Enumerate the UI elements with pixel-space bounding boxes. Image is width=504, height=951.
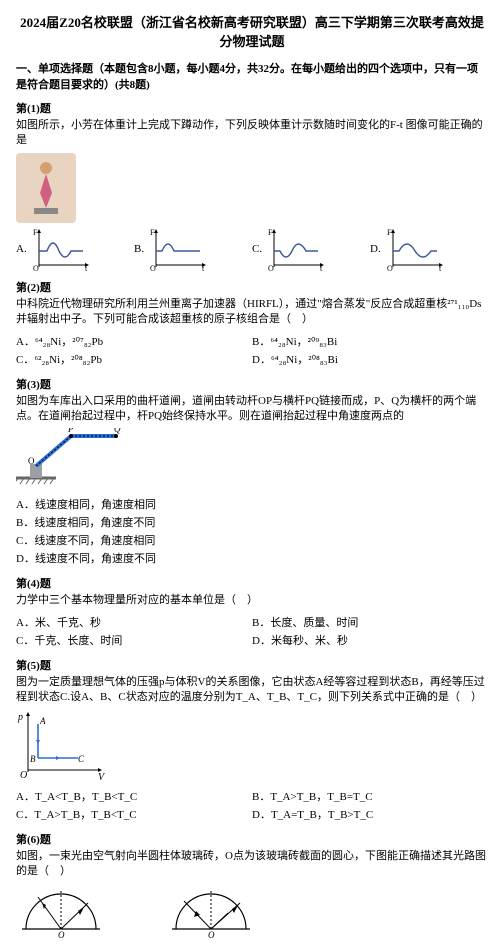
q5-text: 图为一定质量理想气体的压强p与体积V的关系图像，它由状态A经等容过程到状态B，再…	[16, 675, 488, 706]
svg-text:Q: Q	[114, 428, 121, 434]
svg-text:O: O	[20, 770, 27, 780]
q3-options: A．线速度相同，角速度相同 B．线速度相同，角速度不同 C．线速度不同，角速度相…	[16, 495, 488, 567]
q1-opt-a: A. FtO	[16, 227, 134, 271]
q4-num: 第(4)题	[16, 575, 488, 591]
opt-label: C.	[252, 243, 262, 255]
q1-figure	[16, 153, 76, 223]
svg-text:O: O	[387, 264, 393, 271]
q2-opt-d: D．⁶⁴₂₈Ni，²⁰⁸₈₃Bi	[252, 350, 488, 368]
q1-options: A. FtO B. FtO C. FtO D. FtO	[16, 227, 488, 271]
q5-opt-b: B．T_A>T_B，T_B=T_C	[252, 787, 488, 805]
svg-text:F: F	[387, 228, 392, 237]
semicircle-ray-icon: O	[16, 883, 106, 939]
pv-graph-icon: p V O A B C	[16, 710, 106, 780]
q4-text: 力学中三个基本物理量所对应的基本单位是（ ）	[16, 593, 488, 608]
q4-options: A．米、千克、秒 B．长度、质量、时间 C．千克、长度、时间 D．米每秒、米、秒	[16, 613, 488, 649]
q2-opt-a: A．⁶⁴₂₈Ni，²⁰⁷₈₂Pb	[16, 332, 252, 350]
ft-graph-icon: FtO	[266, 227, 326, 271]
q3-num: 第(3)题	[16, 376, 488, 392]
q1-opt-c: C. FtO	[252, 227, 370, 271]
q2-num: 第(2)题	[16, 279, 488, 295]
q3-opt-b: B．线速度相同，角速度不同	[16, 513, 488, 531]
person-on-scale-icon	[26, 158, 66, 218]
svg-text:p: p	[17, 712, 23, 723]
q3-opt-a: A．线速度相同，角速度相同	[16, 495, 488, 513]
q5-num: 第(5)题	[16, 657, 488, 673]
svg-text:O: O	[33, 264, 39, 271]
svg-text:P: P	[67, 428, 74, 434]
q5-opt-d: D．T_A=T_B，T_B>T_C	[252, 805, 488, 823]
q2-opt-b: B．⁶⁴₂₈Ni，²⁰⁹₈₃Bi	[252, 332, 488, 350]
opt-label: B.	[134, 243, 144, 255]
q5-diagram: p V O A B C	[16, 710, 488, 783]
svg-text:F: F	[33, 228, 38, 237]
q2-options: A．⁶⁴₂₈Ni，²⁰⁷₈₂Pb B．⁶⁴₂₈Ni，²⁰⁹₈₃Bi C．⁶²₂₈…	[16, 332, 488, 368]
q3-opt-d: D．线速度不同，角速度不同	[16, 549, 488, 567]
ft-graph-icon: FtO	[31, 227, 91, 271]
q3-text: 如图为车库出入口采用的曲杆道闸，道闸由转动杆OP与横杆PQ链接而成，P、Q为横杆…	[16, 394, 488, 425]
gate-diagram-icon: O P Q	[16, 428, 126, 488]
q3-opt-c: C．线速度不同，角速度相同	[16, 531, 488, 549]
semicircle-ray-icon: O	[166, 883, 256, 939]
q6-num: 第(6)题	[16, 831, 488, 847]
q3-diagram: O P Q	[16, 428, 488, 491]
q1-num: 第(1)题	[16, 100, 488, 116]
q5-options: A．T_A<T_B，T_B<T_C B．T_A>T_B，T_B=T_C C．T_…	[16, 787, 488, 823]
opt-label: D.	[370, 243, 381, 255]
ft-graph-icon: FtO	[148, 227, 208, 271]
svg-text:A: A	[39, 716, 46, 726]
svg-text:F: F	[150, 228, 155, 237]
q2-opt-c: C．⁶²₂₈Ni，²⁰⁸₈₂Pb	[16, 350, 252, 368]
q4-opt-c: C．千克、长度、时间	[16, 631, 252, 649]
q4-opt-d: D．米每秒、米、秒	[252, 631, 488, 649]
q6-diagrams: O O	[16, 883, 488, 939]
svg-text:C: C	[78, 754, 85, 764]
section-head: 一、单项选择题（本题包含8小题，每小题4分，共32分。在每小题给出的四个选项中，…	[16, 60, 488, 92]
svg-text:O: O	[268, 264, 274, 271]
svg-text:V: V	[98, 772, 106, 780]
ft-graph-icon: FtO	[385, 227, 445, 271]
svg-text:O: O	[208, 930, 215, 939]
svg-text:O: O	[28, 456, 35, 466]
svg-text:O: O	[58, 930, 65, 939]
q5-opt-a: A．T_A<T_B，T_B<T_C	[16, 787, 252, 805]
opt-label: A.	[16, 243, 27, 255]
svg-text:F: F	[268, 228, 273, 237]
q2-text: 中科院近代物理研究所利用兰州重离子加速器（HIRFL），通过"熔合蒸发"反应合成…	[16, 297, 488, 328]
q4-opt-a: A．米、千克、秒	[16, 613, 252, 631]
svg-text:B: B	[30, 754, 36, 764]
q1-opt-b: B. FtO	[134, 227, 252, 271]
q1-opt-d: D. FtO	[370, 227, 488, 271]
q4-opt-b: B．长度、质量、时间	[252, 613, 488, 631]
q1-text: 如图所示，小芳在体重计上完成下蹲动作，下列反映体重计示数随时间变化的F-t 图像…	[16, 118, 488, 149]
svg-text:O: O	[150, 264, 156, 271]
q5-opt-c: C．T_A>T_B，T_B<T_C	[16, 805, 252, 823]
page-title: 2024届Z20名校联盟（浙江省名校新高考研究联盟）高三下学期第三次联考高效提分…	[16, 12, 488, 50]
q6-text: 如图，一束光由空气射向半圆柱体玻璃砖，O点为该玻璃砖截面的圆心，下图能正确描述其…	[16, 849, 488, 880]
